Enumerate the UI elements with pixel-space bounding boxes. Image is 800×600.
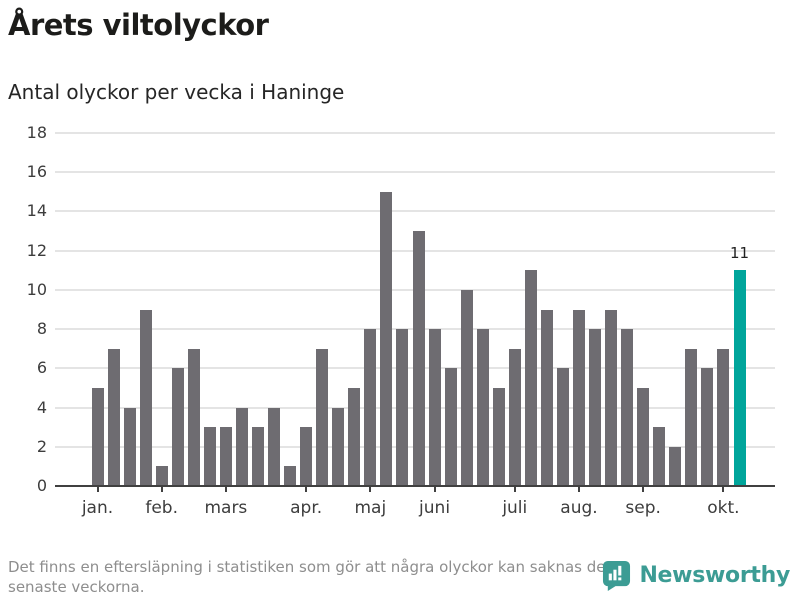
bar-week	[171, 368, 184, 486]
x-axis-month-label: apr.	[290, 498, 323, 518]
x-axis-month-label: mars	[204, 498, 248, 518]
x-axis-tick-mars	[224, 486, 227, 492]
gridline-y-14	[55, 210, 775, 213]
bar-week	[187, 348, 200, 486]
bar-week	[444, 368, 457, 486]
x-axis-tick-maj	[369, 486, 372, 492]
bar-week	[669, 446, 682, 486]
bar-week	[348, 387, 361, 486]
bar-chart-plot-area	[55, 132, 775, 492]
bar-week	[139, 309, 152, 486]
x-axis-line	[55, 485, 775, 487]
y-axis-tick-label: 8	[36, 319, 47, 339]
bar-week	[155, 466, 168, 486]
bar-week	[637, 387, 650, 486]
y-axis-tick-label: 6	[36, 358, 47, 378]
bar-week	[573, 309, 585, 486]
x-axis-month-label: sep.	[625, 498, 661, 518]
y-axis-tick-label: 16	[26, 162, 47, 182]
x-axis-month-label: maj	[354, 498, 387, 518]
x-axis-tick-juli	[513, 486, 516, 492]
x-axis-month-label: juni	[419, 498, 451, 518]
bar-week	[589, 329, 602, 486]
newsworthy-logo: Newsworthy	[602, 560, 790, 591]
x-axis-month-label: jan.	[81, 498, 114, 518]
bar-week	[364, 329, 377, 486]
bar-week	[91, 387, 104, 486]
bar-week	[332, 407, 345, 486]
bar-week	[605, 309, 618, 486]
y-axis-tick-label: 18	[26, 123, 47, 142]
page-title: Årets viltolyckor	[8, 8, 269, 42]
bar-week	[460, 289, 473, 486]
bar-week	[653, 427, 666, 486]
x-axis-tick-apr	[305, 486, 308, 492]
bar-week	[219, 427, 232, 486]
bar-week	[701, 368, 714, 486]
footnote-text: Det finns en eftersläpning i statistiken…	[8, 558, 606, 596]
y-axis-tick-label: 2	[36, 436, 47, 456]
bar-week	[524, 270, 537, 486]
x-axis-tick-okt	[722, 486, 725, 492]
bar-week	[412, 231, 425, 486]
bar-week	[380, 191, 393, 486]
bar-week	[268, 407, 281, 486]
bar-week	[284, 466, 297, 486]
x-axis-month-label: aug.	[560, 498, 598, 518]
bar-week	[252, 427, 264, 486]
bar-week	[492, 387, 505, 486]
chart-subtitle: Antal olyckor per vecka i Haninge	[8, 80, 345, 104]
x-axis-month-label: okt.	[707, 498, 740, 518]
y-axis-tick-label: 4	[36, 397, 47, 417]
bar-week	[235, 407, 248, 486]
bar-week	[123, 407, 136, 486]
y-axis-tick-label: 12	[26, 240, 47, 260]
y-axis-tick-label: 0	[36, 476, 47, 495]
x-axis-month-label: feb.	[145, 498, 178, 518]
bar-week	[685, 348, 698, 486]
y-axis-tick-label: 14	[26, 201, 47, 221]
bar-week	[476, 329, 489, 486]
bar-week	[316, 348, 329, 486]
bar-week	[203, 427, 216, 486]
x-axis-tick-aug	[578, 486, 580, 492]
x-axis-tick-juni	[433, 486, 436, 492]
bar-week	[107, 348, 120, 486]
bar-week	[540, 309, 553, 486]
x-axis-month-label: juli	[502, 498, 528, 518]
gridline-y-18	[55, 132, 775, 134]
x-axis-tick-jan	[96, 486, 99, 492]
bar-week	[300, 427, 313, 486]
gridline-y-16	[55, 171, 775, 174]
bar-week	[396, 329, 409, 486]
x-axis-tick-sep	[642, 486, 645, 492]
y-axis-tick-label: 10	[26, 279, 47, 299]
newsworthy-logo-icon	[602, 560, 631, 591]
bar-week	[621, 329, 634, 486]
highlight-value-label: 11	[729, 244, 750, 263]
newsworthy-logo-text: Newsworthy	[639, 563, 790, 588]
bar-week	[717, 348, 730, 486]
bar-week	[556, 368, 569, 486]
bar-week	[508, 348, 521, 486]
x-axis-tick-feb	[160, 486, 163, 492]
bar-week-highlighted	[733, 270, 746, 486]
bar-week	[428, 329, 441, 486]
